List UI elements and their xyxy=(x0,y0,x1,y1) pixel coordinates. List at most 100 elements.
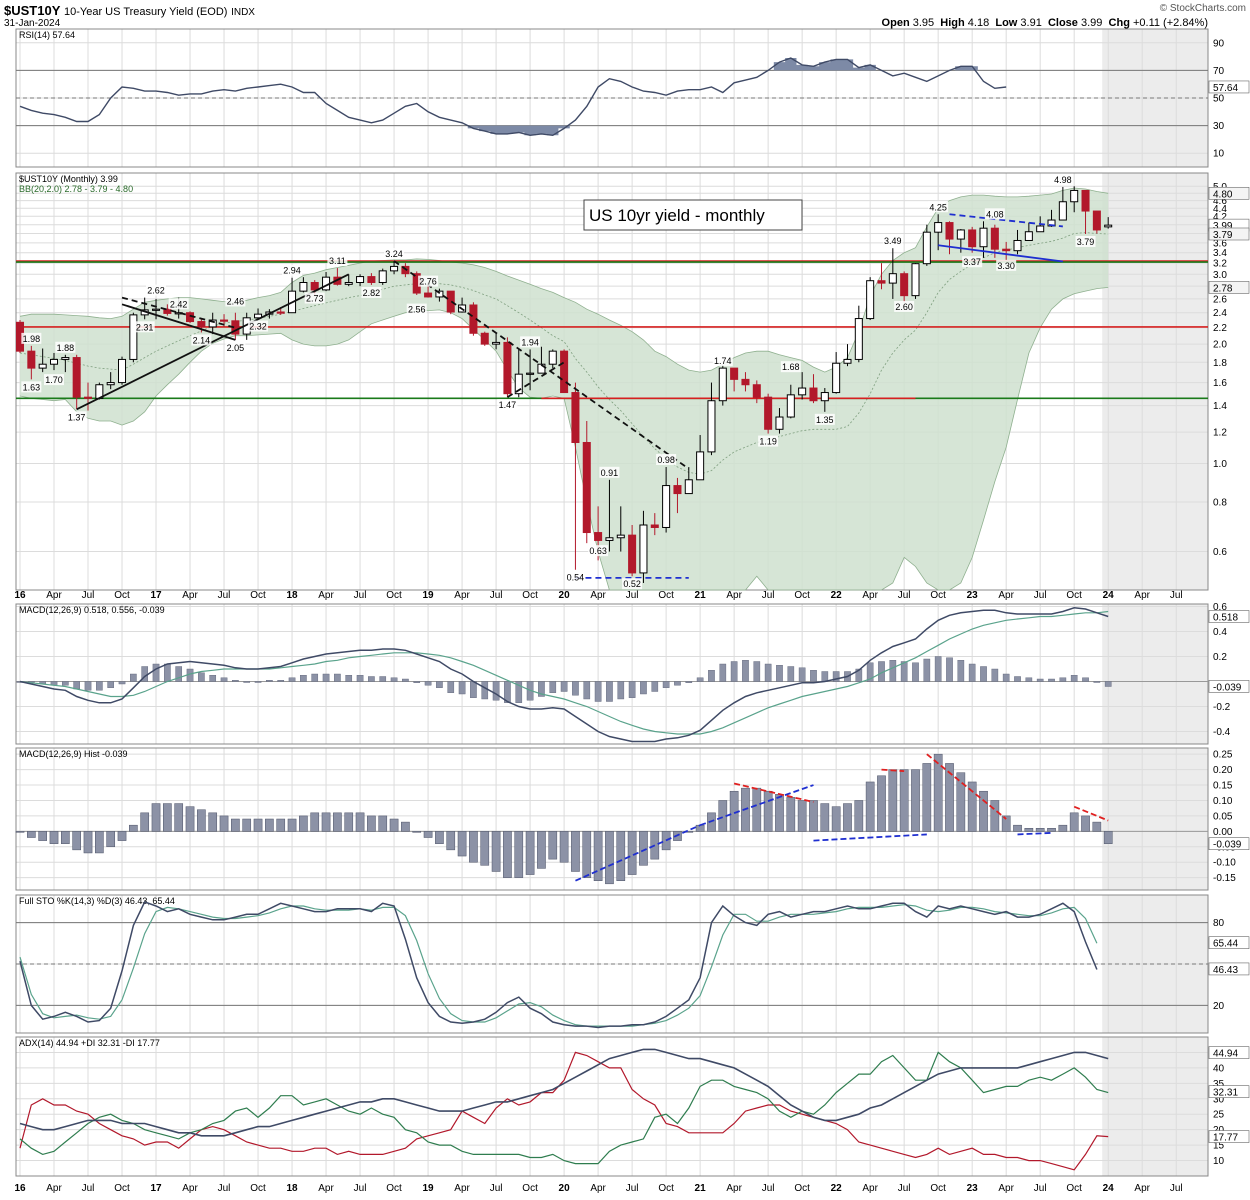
candle xyxy=(639,510,648,583)
hist-bar xyxy=(185,806,195,832)
price-label: 3.79 xyxy=(1075,235,1096,247)
candle-body xyxy=(605,537,614,541)
price-label-text: 2.82 xyxy=(363,288,381,298)
y-tick-label-rsi: 70 xyxy=(1213,66,1225,77)
candle xyxy=(571,382,580,570)
candle xyxy=(707,382,716,456)
candle xyxy=(106,372,115,390)
price-label-bg xyxy=(622,578,643,590)
candle-body xyxy=(378,270,387,284)
macd-hist-bar xyxy=(424,681,432,686)
hist-bar xyxy=(117,831,127,841)
hist-bar xyxy=(922,763,932,832)
sto-k-badge-text: 46.43 xyxy=(1213,965,1238,976)
hist-bar xyxy=(163,803,172,832)
x-axis-label: Oct xyxy=(386,1183,402,1194)
x-axis-label: 22 xyxy=(831,1183,843,1194)
trendline-0 xyxy=(76,273,350,411)
sto-k-badge: 46.43 xyxy=(1208,962,1250,976)
price-label-text: 2.14 xyxy=(193,335,211,345)
hist-bar xyxy=(1058,824,1068,832)
candle-body xyxy=(220,319,229,322)
hist-bar xyxy=(208,812,218,832)
price-label-bg xyxy=(996,259,1017,271)
candle xyxy=(1081,189,1090,234)
price-label-bg xyxy=(588,545,609,557)
y-tick-label-rsi: 30 xyxy=(1213,121,1225,132)
candle xyxy=(72,354,81,410)
price-label: 3.24 xyxy=(384,248,405,260)
price-label-text: 2.56 xyxy=(408,305,426,315)
x-axis-label: 24 xyxy=(1103,1183,1115,1194)
panel-bg-macd xyxy=(16,604,1208,744)
price-label: 1.98 xyxy=(21,332,42,344)
candle xyxy=(662,467,671,533)
price-label-text: 1.68 xyxy=(782,362,800,372)
candle-body xyxy=(276,311,285,314)
candle xyxy=(900,271,909,303)
x-axis-label: Apr xyxy=(998,590,1014,601)
price-label-bg xyxy=(55,341,76,353)
macd-hist-bar xyxy=(368,676,375,682)
candle-body xyxy=(718,367,727,402)
candle-body xyxy=(390,265,399,272)
price-label: 2.31 xyxy=(134,321,155,333)
price-label-bg xyxy=(225,295,246,307)
price-label: 3.37 xyxy=(962,256,983,268)
hist-bar xyxy=(106,831,116,848)
x-axis-label: 23 xyxy=(967,1183,979,1194)
x-axis-label: Jul xyxy=(626,590,639,601)
hist-bar xyxy=(1069,812,1079,832)
instrument-name: 10-Year US Treasury Yield (EOD) xyxy=(64,6,228,18)
macd-hist-bar xyxy=(572,681,579,696)
candle xyxy=(628,524,637,577)
chart-annotation: US 10yr yield - monthly xyxy=(583,199,803,231)
macd-hist-bar xyxy=(889,660,897,682)
trendline-2 xyxy=(121,303,236,341)
candle xyxy=(537,346,546,374)
sto-k-badge-box xyxy=(1208,962,1250,976)
price-label-bg xyxy=(814,413,835,425)
candle xyxy=(1092,210,1101,234)
hist-bar xyxy=(639,831,648,866)
macd-hist-bar xyxy=(481,681,489,700)
candle xyxy=(446,290,455,315)
hist-bar xyxy=(843,803,852,832)
candle-body xyxy=(49,358,59,365)
trendline-3 xyxy=(393,260,690,470)
x-axis-label: Oct xyxy=(930,1183,946,1194)
adx-line xyxy=(19,1048,1109,1137)
hist-bar xyxy=(605,831,614,885)
hist-bar xyxy=(197,809,206,832)
y-tick-label-price: 1.4 xyxy=(1213,401,1227,412)
y-tick-label-hist: 0.00 xyxy=(1213,827,1233,838)
price-label: 1.94 xyxy=(520,336,541,348)
close-label: Close xyxy=(1047,17,1078,29)
chg-value: +0.11 (+2.84%) xyxy=(1132,17,1208,29)
candle-body xyxy=(809,387,818,402)
macd-hist-bar xyxy=(413,681,421,683)
x-axis-label: 18 xyxy=(286,1183,298,1194)
macd-hist-bar xyxy=(504,681,511,703)
candle xyxy=(775,408,784,434)
rsi-last-badge-box xyxy=(1208,80,1250,94)
low-value: 3.91 xyxy=(1020,17,1042,29)
candle-body xyxy=(526,372,535,375)
y-tick-label-price: 2.4 xyxy=(1213,308,1227,319)
rsi-line xyxy=(19,57,1007,137)
y-tick-label-price: 1.0 xyxy=(1213,459,1227,470)
price-label-text: 1.35 xyxy=(816,415,834,425)
x-axis-label: Apr xyxy=(1134,1183,1150,1194)
x-axis-label: Oct xyxy=(386,590,402,601)
candle xyxy=(548,349,557,369)
macd-hist-badge-box xyxy=(1208,680,1250,693)
macd-hist-bar xyxy=(549,681,557,693)
price-label-bg xyxy=(134,321,155,333)
y-tick-label-hist: 0.20 xyxy=(1213,765,1233,776)
x-axis-label: Jul xyxy=(218,1183,231,1194)
price-label: 1.47 xyxy=(497,399,518,411)
hist-bar xyxy=(1024,828,1034,832)
candle-body xyxy=(299,282,308,292)
x-axis-label: Apr xyxy=(1134,590,1150,601)
macd-hist-bar xyxy=(685,681,693,683)
